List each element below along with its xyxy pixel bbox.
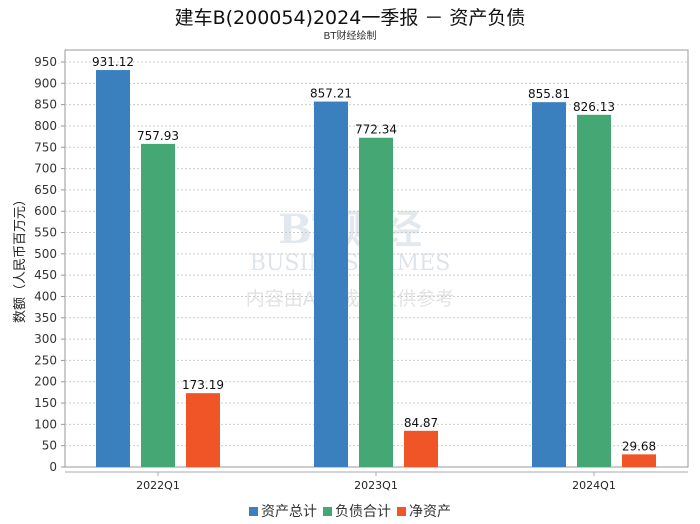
legend-item[interactable]: 资产总计 [249, 501, 317, 521]
y-tick-label: 400 [34, 289, 57, 303]
y-tick-label: 600 [34, 204, 57, 218]
bar [404, 430, 438, 467]
bar [186, 393, 220, 467]
y-tick-label: 450 [34, 268, 57, 282]
bar [314, 101, 348, 468]
y-tick-label: 250 [34, 353, 57, 367]
data-label: 173.19 [182, 378, 224, 392]
y-tick-label: 200 [34, 375, 57, 389]
legend-swatch [323, 506, 332, 516]
watermark-logo: BT财经 [278, 206, 422, 253]
data-label: 84.87 [404, 416, 438, 430]
y-tick-label: 550 [34, 226, 57, 240]
y-tick-label: 700 [34, 162, 57, 176]
y-tick-label: 500 [34, 247, 57, 261]
bar [141, 143, 175, 467]
bar [622, 454, 656, 467]
y-tick-label: 750 [34, 140, 57, 154]
chart-subtitle: BT财经绘制 [323, 31, 377, 42]
x-tick-label: 2023Q1 [354, 479, 398, 492]
legend-item[interactable]: 负债合计 [323, 501, 391, 521]
y-tick-label: 650 [34, 183, 57, 197]
y-tick-label: 150 [34, 396, 57, 410]
data-label: 757.93 [137, 129, 179, 143]
data-label: 772.34 [355, 123, 397, 137]
y-tick-label: 300 [34, 332, 57, 346]
chart-title: 建车B(200054)2024一季报 － 资产负债 [174, 7, 526, 29]
data-label: 29.68 [622, 439, 656, 453]
y-tick-label: 100 [34, 417, 57, 431]
legend-item[interactable]: 净资产 [397, 501, 451, 521]
y-tick-label: 850 [34, 98, 57, 112]
bar [577, 114, 611, 467]
data-label: 855.81 [528, 87, 570, 101]
data-label: 857.21 [310, 87, 352, 101]
x-tick-label: 2022Q1 [136, 479, 180, 492]
legend-swatch [249, 506, 258, 516]
legend-swatch [397, 506, 406, 516]
y-axis-label: 数额（人民币百万元） [13, 193, 28, 323]
watermark-logo-en: BUSINESSTIMES [250, 251, 451, 276]
y-tick-label: 800 [34, 119, 57, 133]
legend-label: 资产总计 [261, 504, 317, 520]
y-tick-label: 900 [34, 76, 57, 90]
y-tick-label: 0 [49, 460, 57, 474]
legend: 资产总计 负债合计 净资产 [0, 501, 700, 521]
bar [359, 137, 393, 467]
data-label: 931.12 [92, 55, 134, 69]
y-tick-label: 350 [34, 311, 57, 325]
data-label: 826.13 [573, 100, 615, 114]
bar [96, 70, 130, 468]
bar [532, 102, 566, 467]
legend-label: 净资产 [409, 504, 451, 520]
x-tick-label: 2024Q1 [572, 479, 616, 492]
y-tick-label: 50 [42, 439, 57, 453]
y-tick-label: 950 [34, 55, 57, 69]
watermark-notice: 内容由AI生成，仅供参考 [246, 288, 455, 310]
legend-label: 负债合计 [335, 504, 391, 520]
